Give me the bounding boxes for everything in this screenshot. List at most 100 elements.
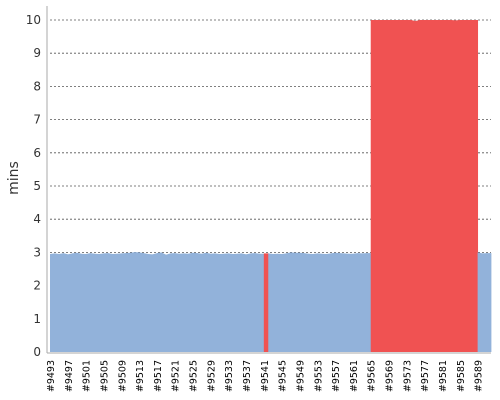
x-tick-label-9493: #9493 — [46, 360, 57, 392]
duration-column-9556 — [330, 252, 336, 352]
duration-column-9533 — [228, 253, 234, 352]
duration-column-9580 — [437, 20, 443, 352]
duration-column-9577 — [424, 20, 430, 352]
x-tick-label-9505: #9505 — [99, 360, 110, 392]
duration-column-9521 — [174, 253, 180, 352]
x-tick-label-9585: #9585 — [456, 360, 467, 392]
duration-column-9508 — [116, 253, 122, 352]
duration-column-9559 — [344, 253, 349, 352]
duration-column-9495 — [58, 253, 64, 352]
duration-column-9536 — [241, 253, 247, 352]
duration-column-9530 — [214, 253, 220, 352]
x-tick-label-9525: #9525 — [189, 360, 200, 392]
duration-column-9552 — [312, 253, 318, 352]
duration-column-9494 — [54, 253, 60, 352]
duration-column-9525 — [192, 252, 198, 352]
x-tick-label-9529: #9529 — [206, 360, 217, 392]
duration-column-9589 — [477, 252, 483, 352]
duration-column-9514 — [143, 253, 149, 352]
duration-column-9567 — [379, 20, 385, 352]
x-tick-label-9573: #9573 — [402, 360, 413, 392]
x-tick-label-9589: #9589 — [474, 360, 485, 392]
duration-column-9534 — [232, 253, 238, 352]
duration-column-9531 — [219, 253, 225, 352]
duration-column-9502 — [90, 253, 95, 352]
duration-column-9591 — [486, 253, 492, 352]
y-tick-label-1: 1 — [33, 312, 41, 326]
axes — [46, 6, 491, 354]
duration-column-9500 — [81, 253, 87, 352]
duration-column-9576 — [419, 20, 425, 352]
duration-column-9535 — [237, 253, 242, 352]
duration-column-9545 — [281, 253, 287, 352]
x-tick-label-9509: #9509 — [117, 360, 128, 392]
duration-column-9546 — [286, 252, 291, 352]
duration-column-9512 — [134, 252, 140, 352]
duration-column-9587 — [468, 20, 474, 352]
duration-column-9497 — [67, 253, 73, 352]
duration-column-9529 — [210, 253, 216, 352]
duration-column-9543 — [272, 253, 278, 352]
duration-column-9566 — [375, 20, 381, 352]
duration-column-9510 — [125, 252, 131, 352]
duration-column-9520 — [170, 253, 176, 352]
duration-column-9558 — [339, 253, 345, 352]
duration-column-9585 — [459, 20, 465, 352]
duration-column-9506 — [107, 253, 113, 352]
duration-column-9537 — [246, 253, 251, 352]
duration-column-9499 — [76, 252, 82, 352]
duration-column-9563 — [361, 253, 367, 352]
y-tick-label-3: 3 — [33, 245, 41, 259]
duration-column-9578 — [428, 20, 434, 352]
duration-column-9532 — [223, 253, 229, 352]
duration-column-9590 — [482, 253, 487, 352]
duration-column-9571 — [397, 20, 403, 352]
x-tick-label-9557: #9557 — [331, 360, 342, 392]
duration-column-9554 — [321, 253, 327, 352]
duration-column-9498 — [72, 252, 78, 352]
duration-column-9557 — [335, 252, 340, 352]
duration-column-9561 — [352, 253, 358, 352]
duration-column-9538 — [250, 253, 256, 352]
x-axis-ticks: #9493 #9497 #9501 #9505 #9509 #9513 #9517 #9521… — [46, 360, 485, 392]
y-tick-label-8: 8 — [33, 79, 41, 93]
duration-column-9511 — [130, 252, 136, 352]
duration-column-9547 — [290, 252, 296, 352]
duration-column-9574 — [410, 20, 416, 352]
duration-column-9562 — [357, 253, 363, 352]
duration-column-9501 — [85, 253, 91, 352]
duration-column-9542 — [268, 253, 274, 352]
duration-column-9496 — [63, 253, 69, 352]
x-tick-label-9545: #9545 — [278, 360, 289, 392]
duration-column-9549 — [299, 252, 305, 352]
x-tick-label-9517: #9517 — [153, 360, 164, 392]
duration-column-9584 — [455, 20, 461, 352]
x-tick-label-9501: #9501 — [82, 360, 93, 392]
x-tick-label-9553: #9553 — [313, 360, 324, 392]
duration-column-9573 — [406, 20, 412, 352]
duration-column-9586 — [464, 20, 470, 352]
duration-column-9540 — [259, 253, 265, 352]
x-tick-label-9577: #9577 — [420, 360, 431, 392]
duration-column-9582 — [446, 20, 452, 352]
duration-column-9505 — [103, 253, 109, 352]
duration-column-9555 — [326, 253, 332, 352]
duration-column-9569 — [388, 20, 394, 352]
duration-column-9564 — [366, 253, 372, 352]
duration-column-9517 — [156, 252, 162, 352]
duration-column-9565 — [370, 20, 376, 352]
duration-column-9548 — [295, 252, 300, 352]
duration-column-9579 — [433, 20, 438, 352]
y-tick-label-0: 0 — [33, 345, 41, 359]
x-tick-label-9561: #9561 — [349, 360, 360, 392]
duration-column-9509 — [121, 253, 127, 352]
x-tick-label-9521: #9521 — [171, 360, 182, 392]
duration-column-9539 — [254, 253, 260, 352]
duration-column-9522 — [179, 253, 185, 352]
x-tick-label-9513: #9513 — [135, 360, 146, 392]
duration-column-9526 — [197, 253, 202, 352]
y-tick-label-7: 7 — [33, 113, 41, 127]
duration-column-9524 — [188, 252, 193, 352]
duration-column-9583 — [450, 20, 456, 352]
